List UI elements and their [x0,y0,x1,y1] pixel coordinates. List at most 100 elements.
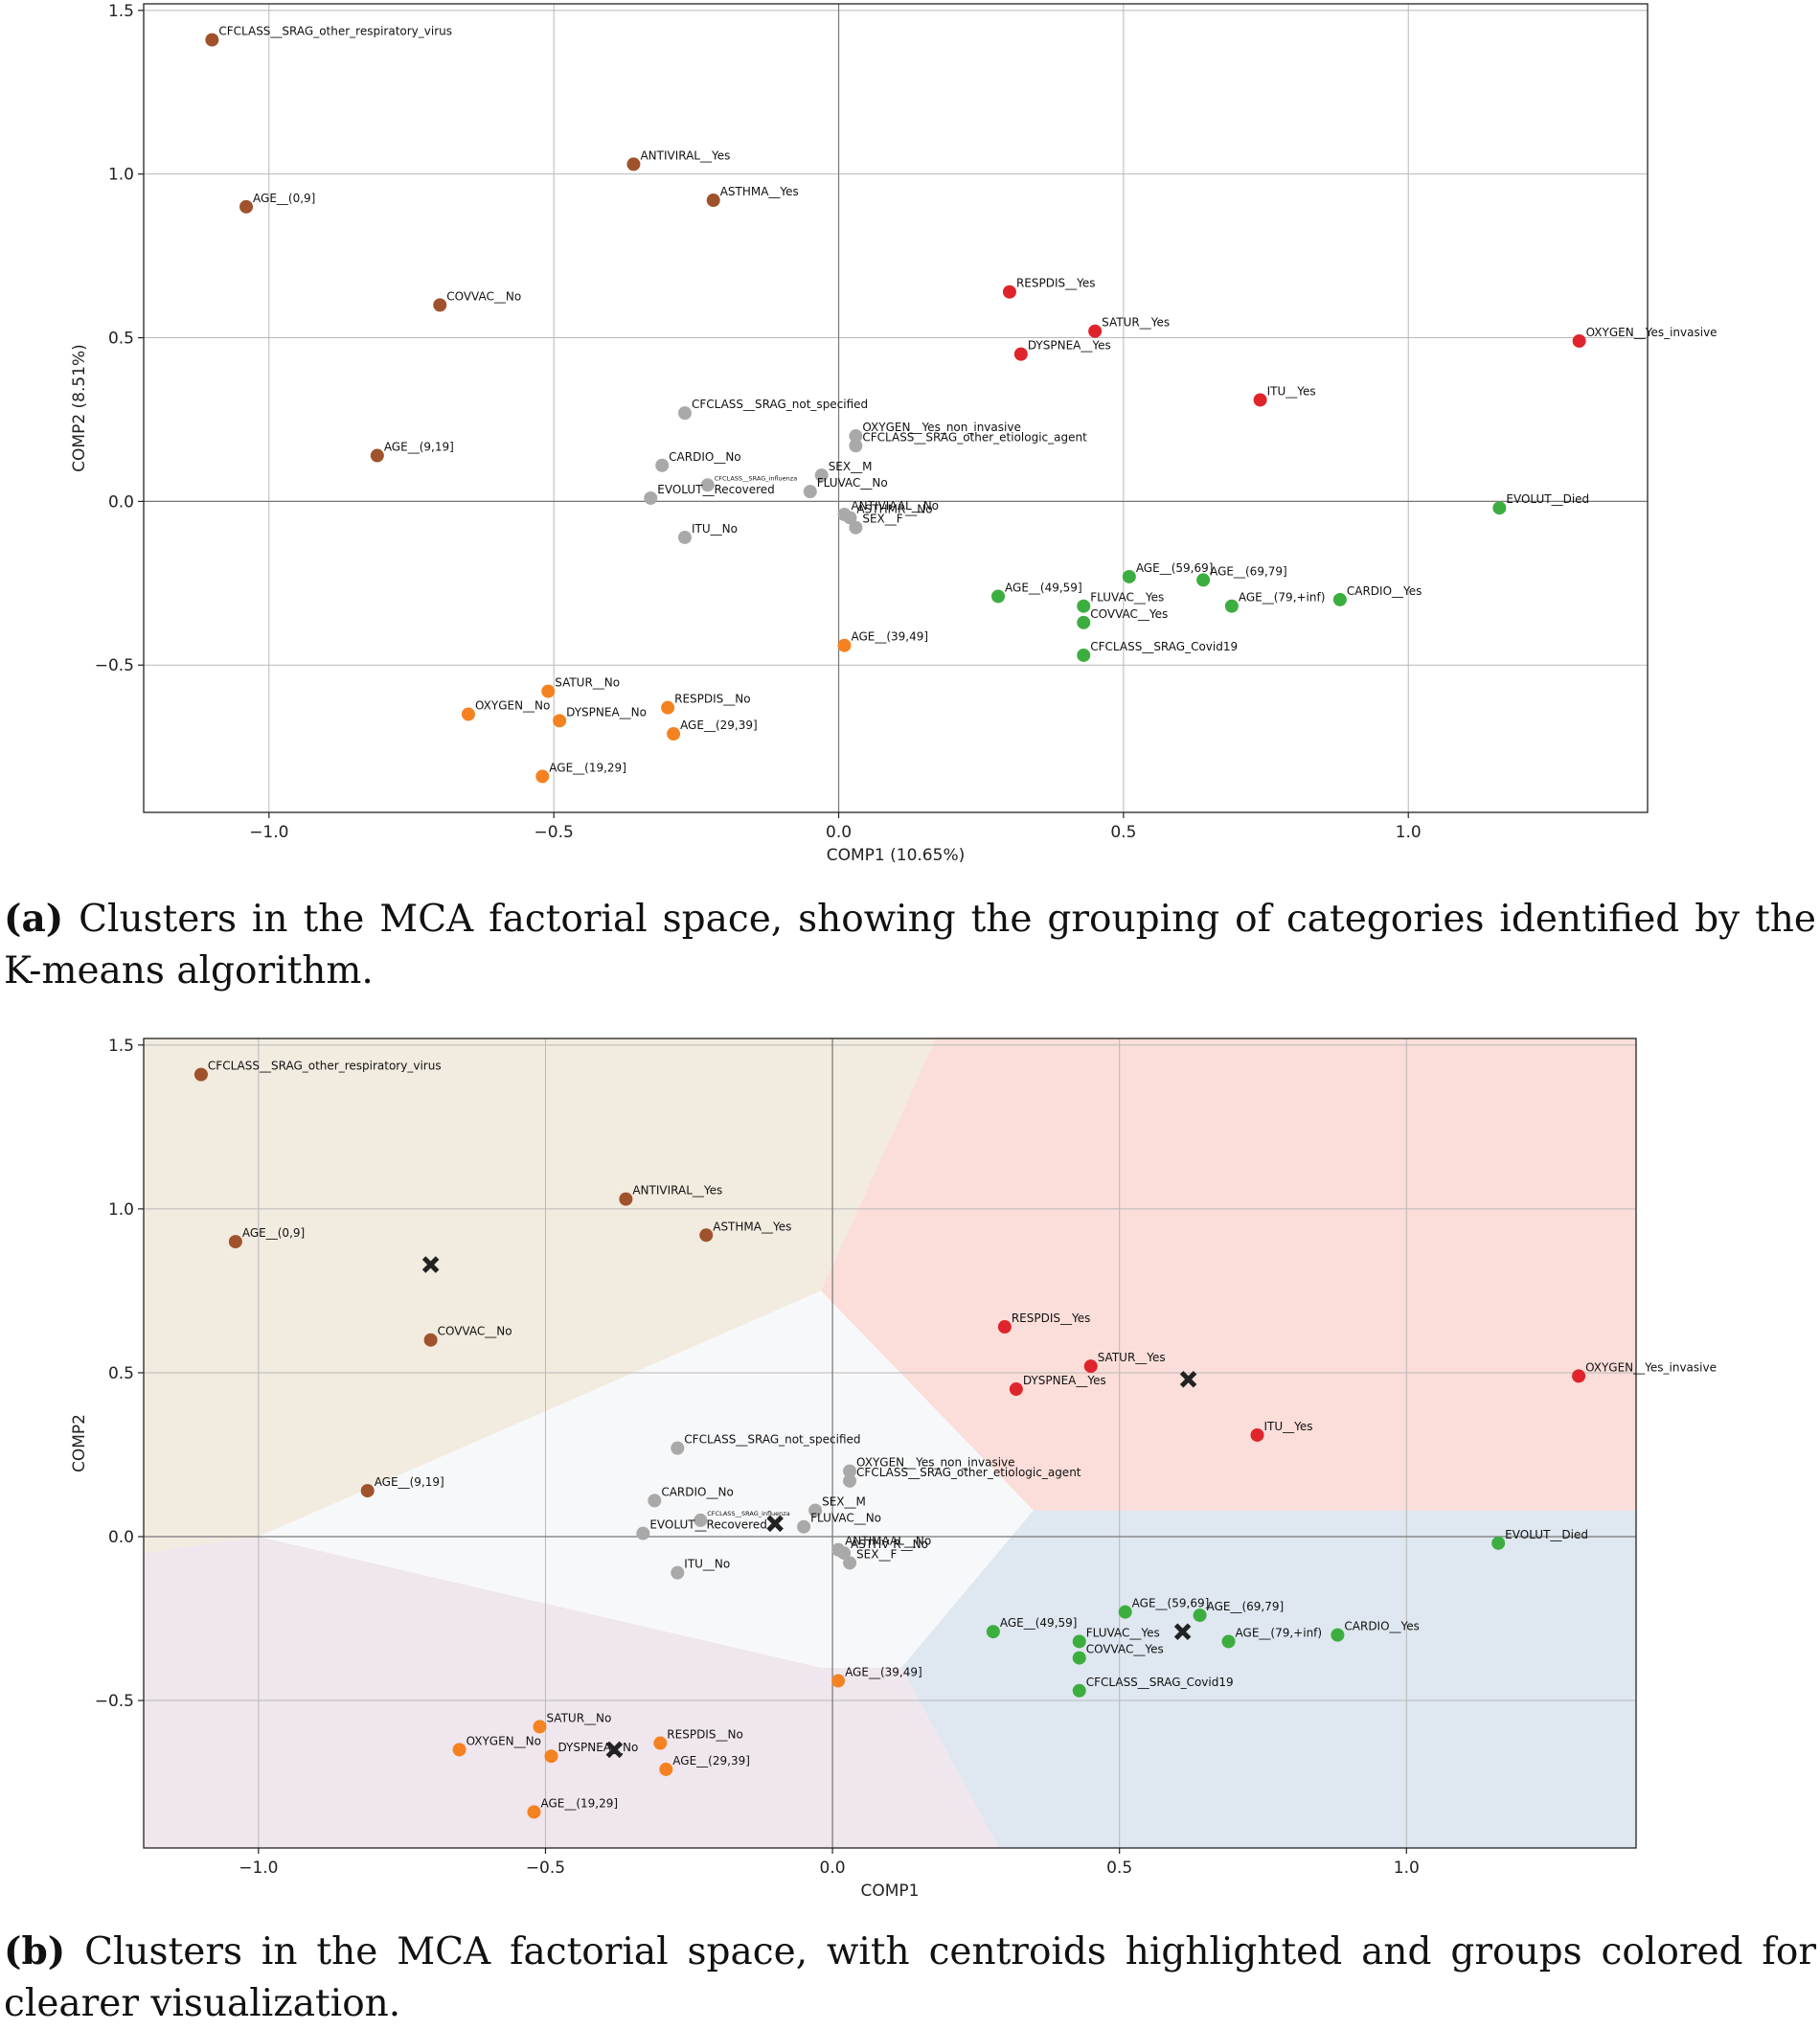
y-tick-label: 1.5 [108,1037,134,1056]
data-point [626,157,641,171]
caption-b-label: (b) [4,1929,66,1973]
y-tick-label: 1.0 [108,1200,134,1220]
data-point-label: EVOLUT__Recovered [657,483,775,496]
data-point-label: AGE__(29,39] [680,718,758,732]
y-tick-label: −0.5 [95,656,134,675]
data-point [553,714,567,728]
data-point [527,1805,541,1819]
centroid-marker [1179,1371,1197,1388]
data-point-label: CFCLASS__SRAG_other_etiologic_agent [862,430,1087,444]
data-point-label: SEX__F [862,513,902,526]
centroid-marker [766,1515,784,1533]
data-point [1072,1651,1086,1665]
data-point-label: CFCLASS__SRAG_Covid19 [1086,1676,1234,1689]
data-point-label: SATUR__No [555,676,620,690]
region-red [821,1038,1636,1511]
centroid-stroke [421,1256,440,1273]
data-point [1331,1628,1345,1642]
data-point-label: COVVAC__Yes [1086,1643,1164,1656]
data-point-label: SEX__F [856,1547,897,1561]
x-tick-label: 0.0 [820,1859,846,1878]
data-point-label: SATUR__Yes [1098,1351,1166,1364]
data-point-label: ASTHMR__No [856,502,932,515]
x-tick-label: −1.0 [249,823,288,842]
data-point [1083,1359,1098,1374]
data-point-label: AGE__(29,39] [672,1754,750,1768]
x-axis-label: COMP1 (10.65%) [827,846,965,865]
data-point [706,194,720,208]
data-point-label: CARDIO__Yes [1344,1620,1420,1633]
data-point [1009,1382,1023,1397]
data-point-label: FLUVAC__Yes [1086,1626,1160,1639]
data-point-label: DYSPNEA__No [557,1741,638,1754]
y-tick-label: 0.5 [108,330,134,349]
data-point [843,1556,857,1570]
data-point-label: RESPDIS__Yes [1016,277,1096,290]
data-point-label: SEX__M [829,460,873,473]
data-point [655,458,670,472]
x-tick-label: 1.0 [1394,1859,1420,1878]
data-point-label: COVVAC__No [438,1325,512,1338]
x-tick-label: −1.0 [239,1859,278,1878]
centroid-marker [421,1256,440,1273]
centroid-stroke [1173,1623,1192,1640]
data-point [370,448,384,463]
data-point-label: COVVAC__Yes [1090,607,1168,621]
data-point-label: AGE__(49,59] [1005,581,1082,594]
data-point-label: RESPDIS__Yes [1012,1312,1091,1325]
data-point [1122,569,1136,583]
data-point-label: ITU__No [692,522,738,536]
data-point [205,33,219,47]
data-point [461,707,475,721]
data-point [837,1546,852,1561]
data-point-label: AGE__(0,9] [253,192,315,205]
x-tick-label: 0.0 [826,823,852,842]
data-point-label: ANTIVIRAL__Yes [640,148,730,162]
centroid-marker [1173,1623,1192,1640]
data-point-label: AGE__(9,19] [384,441,454,454]
data-point [193,1067,208,1082]
plot-frame [143,3,1649,813]
data-point-label: ITU__Yes [1264,1420,1313,1433]
data-point [671,1441,685,1455]
centroid-stroke [766,1515,784,1533]
data-point [1572,333,1586,348]
data-point [677,406,692,421]
data-point [843,511,857,525]
data-point-label: OXYGEN__Yes_non_invasive [856,1456,1014,1470]
chart-panel-a: −1.0 −0.5 0.0 0.5 1.0 −0.5 0.0 0.5 1.0 1.5 COMP1 (… [70,2,1718,865]
data-point-label: EVOLUT__Died [1505,1528,1588,1541]
caption-a: (a) Clusters in the MCA factorial space,… [4,893,1816,997]
data-point-label: OXYGEN__Yes_non_invasive [862,421,1020,434]
data-point [1572,1369,1586,1383]
data-point [544,1749,558,1764]
data-point-label: CFCLASS__SRAG_other_respiratory_virus [218,25,452,38]
data-point [423,1333,438,1347]
region-gray [258,1290,1034,1668]
centroid-stroke [605,1741,624,1759]
region-green [900,1510,1636,1848]
data-point-label: ANTIMAAL__No [845,1535,931,1548]
data-point [1002,285,1016,299]
data-point-label: CFCLASS__SRAG_other_etiologic_agent [856,1466,1081,1479]
plot-frame [143,1038,1637,1849]
data-point [797,1519,811,1534]
data-point-label: ANTIVIRAL__Yes [632,1184,722,1197]
data-point [619,1192,633,1206]
y-axis-label: COMP2 [70,1414,89,1472]
data-point [1492,501,1507,515]
data-point-label: ANTIVIAAL__No [851,499,939,513]
caption-a-text: Clusters in the MCA factorial space, sho… [4,898,1816,992]
data-point-label: CARDIO__No [661,1485,733,1498]
data-point-label: RESPDIS__No [667,1728,743,1742]
x-tick-label: 1.0 [1396,823,1422,842]
data-point-label: AGE__(39,49] [851,630,928,644]
data-point-label: OXYGEN__No [466,1734,541,1747]
data-point [1224,599,1239,613]
data-point [1013,347,1028,361]
data-point [1491,1536,1506,1550]
x-tick-label: 0.5 [1110,823,1136,842]
data-point-label: COVVAC__No [446,289,521,303]
data-point [849,520,863,535]
region-orange [144,1537,999,1848]
